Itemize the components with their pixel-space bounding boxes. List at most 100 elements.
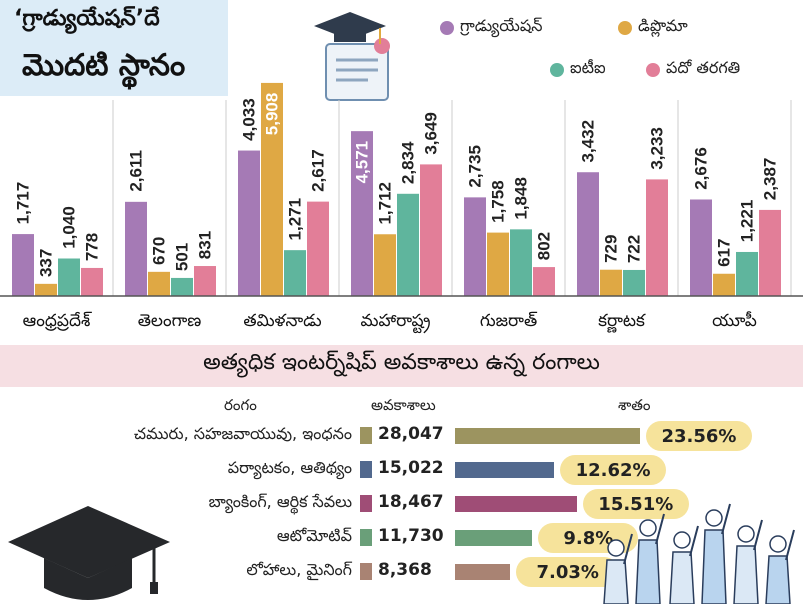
headline-box: ‘గ్రాడ్యుయేషన్’దే మొదటి స్థానం [0,0,228,96]
headline-line-2: మొదటి స్థానం [22,48,186,83]
legend-item-tenth-class: పదో తరగతి [646,58,740,81]
sector-percent: 7.03% [516,557,620,587]
sector-chart-title: అత్యధిక ఇంటర్న్‌షిప్ అవకాశాలు ఉన్న రంగాల… [203,350,600,375]
bar-value-label: 4,033 [240,98,259,141]
student-figure [701,503,731,604]
bar-2-1 [125,201,147,296]
sector-bar [455,428,640,444]
legend-label: ఐటీఐ [570,58,606,77]
bar-3-4 [307,201,329,296]
student-figure [733,519,763,604]
category-label: మహారాష్ట్ర [361,311,431,334]
legend-label: పదో తరగతి [666,58,741,77]
bar-3-2 [261,82,283,296]
sector-marker [360,427,372,444]
sector-bar [455,462,555,478]
bar-1-1 [12,234,34,296]
category-label: యూపీ [712,311,757,331]
sector-label: చమురు, సహజవాయువు, ఇంధనం [133,424,352,443]
bar-5-2 [487,232,509,296]
sector-percent: 15.51% [582,489,689,519]
bar-value-label: 337 [37,249,56,277]
sector-bar [455,530,533,546]
legend-label: గ్రాడ్యుయేషన్ [460,16,543,35]
sector-label: బ్యాంకింగ్, ఆర్థిక సేవలు [208,492,352,511]
bar-value-label: 1,848 [512,177,531,220]
graduation-cap-diploma-icon [314,12,390,101]
legend-item-iti: ఐటీఐ [550,58,606,81]
bar-value-label: 3,649 [422,112,441,155]
bar-6-3 [623,269,645,296]
category-label: తెలంగాణ [138,311,202,331]
legend-swatch [618,20,632,35]
celebrating-students-illustration [603,503,795,604]
bar-3-1 [238,150,260,296]
sector-bar [455,496,577,512]
legend-swatch [440,20,454,35]
bar-value-label: 1,712 [376,182,395,225]
bar-4-2 [374,234,396,296]
column-header-percent: శాతం [618,396,651,414]
bar-5-4 [533,267,555,296]
legend-item-diploma: డిప్లొమా [618,16,688,39]
category-label: గుజరాత్ [480,311,538,331]
sector-marker [360,461,372,478]
legend-item-graduation: గ్రాడ్యుయేషన్ [440,16,542,39]
legend-label: డిప్లొమా [638,16,688,35]
bar-6-2 [600,269,622,296]
bar-4-1 [351,131,373,296]
bar-7-4 [759,209,781,296]
bar-2-4 [194,266,216,296]
category-label: ఆంధ్రప్రదేశ్ [23,311,92,331]
sector-bar [455,564,511,580]
student-figure [635,513,665,604]
bar-value-label: 802 [535,232,554,260]
category-label: కర్ణాటక [598,311,646,333]
bar-value-label: 729 [602,235,621,263]
legend: గ్రాడ్యుయేషన్ డిప్లొమా ఐటీఐ పదో తరగతి [440,14,800,94]
bar-3-3 [284,250,306,296]
bar-value-label: 831 [196,231,215,259]
sector-percent: 12.62% [560,455,667,485]
bar-value-label: 5,908 [263,93,282,136]
graduation-cap-icon [8,506,170,600]
bar-2-2 [148,271,170,296]
student-figure [603,533,633,604]
legend-swatch [550,62,564,77]
bar-value-label: 2,834 [399,141,418,184]
bar-value-label: 1,758 [489,180,508,223]
bar-5-1 [464,197,486,296]
bar-4-3 [397,193,419,296]
student-figure [669,525,699,604]
sector-label: పర్యాటకం, ఆతిథ్యం [227,458,352,477]
bar-value-label: 1,717 [14,182,33,225]
bar-6-1 [577,172,599,296]
sector-title-band [0,345,803,387]
bar-5-3 [510,229,532,296]
bar-value-label: 722 [625,235,644,263]
sector-opportunities: 11,730 [378,526,444,546]
sector-label: ఆటోమోటివ్ [276,526,352,545]
bar-2-3 [171,277,193,296]
sector-opportunities: 18,467 [378,492,444,512]
bar-6-4 [646,179,668,296]
bar-value-label: 778 [83,233,102,261]
bar-value-label: 1,040 [60,206,79,249]
bar-value-label: 2,735 [466,145,485,188]
bar-value-label: 617 [715,239,734,267]
bar-1-4 [81,267,103,296]
bar-value-label: 670 [150,237,169,265]
bar-value-label: 2,387 [761,158,780,201]
bar-7-1 [690,199,712,296]
legend-swatch [646,62,660,77]
sector-percent: 23.56% [646,421,752,451]
bar-4-4 [420,164,442,296]
bar-7-2 [713,273,735,296]
sector-label: లోహాలు, మైనింగ్ [246,560,352,579]
bar-1-3 [58,258,80,296]
bar-value-label: 2,676 [692,147,711,190]
bar-1-2 [35,283,57,296]
column-header-opportunities: అవకాశాలు [371,396,436,414]
bar-7-3 [736,251,758,296]
